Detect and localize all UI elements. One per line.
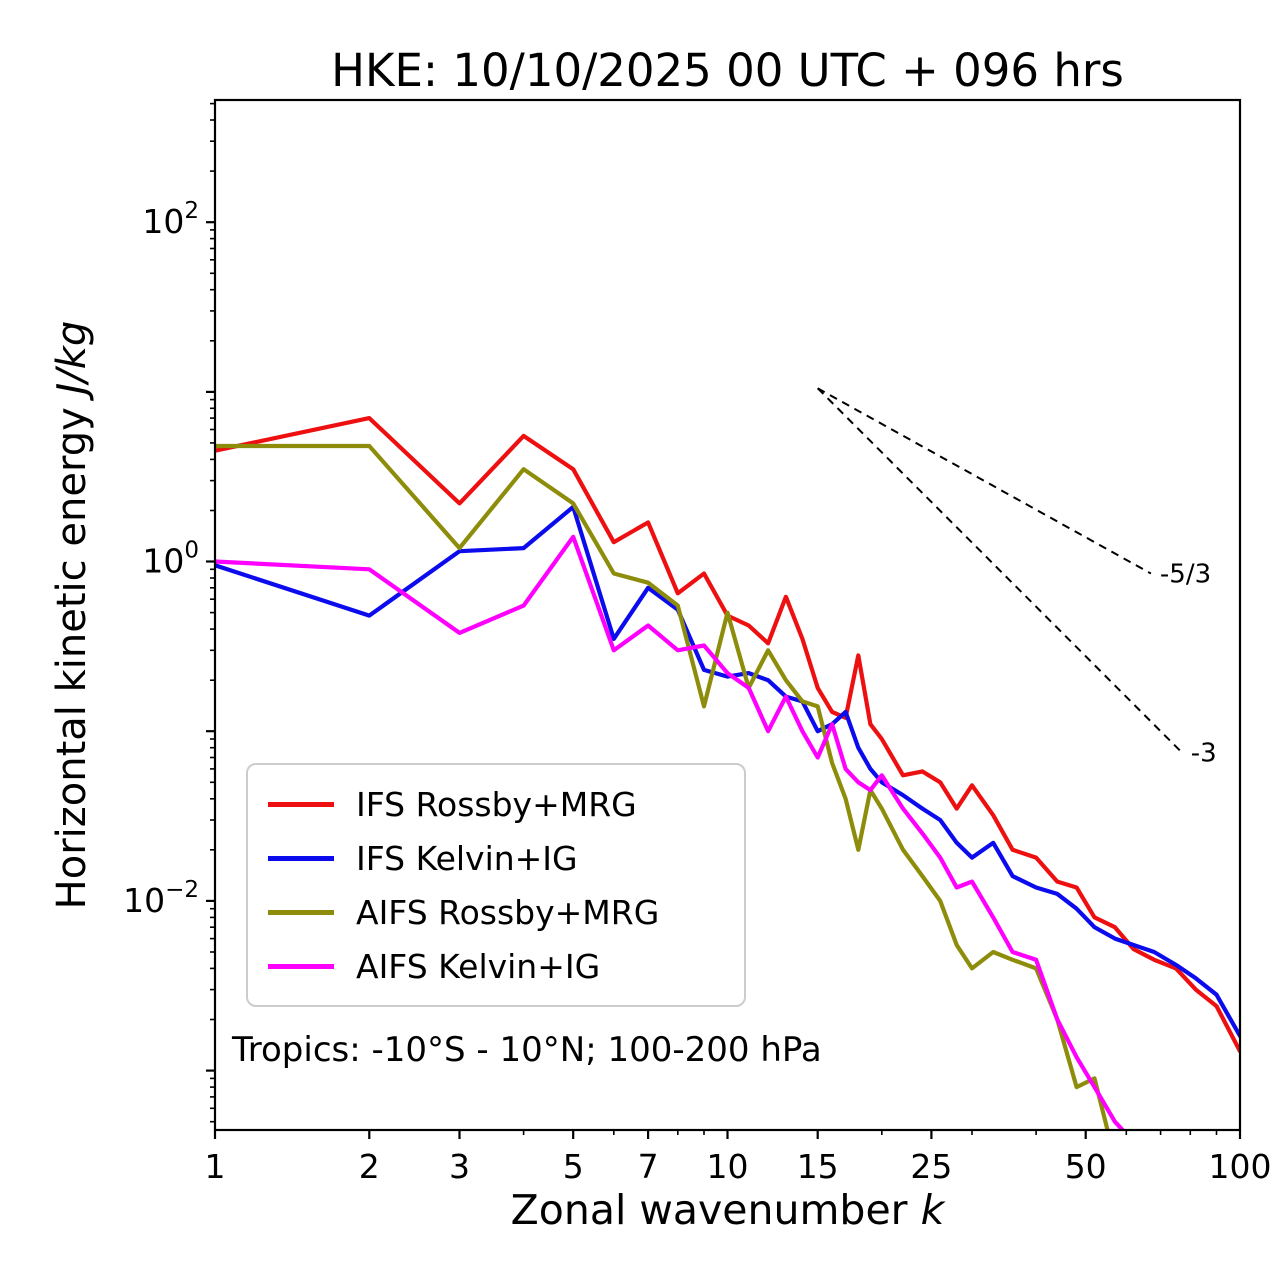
- legend-item-aifs-kelvin: AIFS Kelvin+IG: [248, 939, 744, 993]
- series-line-ifs-rossby-mrg: [215, 416, 1240, 1054]
- reference-slope-line: [816, 387, 1183, 754]
- y-tick-label: 102: [142, 198, 199, 241]
- legend-line-swatch-ifs-rossby: [268, 801, 334, 807]
- x-axis-label-text: Zonal wavenumber: [510, 1186, 921, 1234]
- x-tick-label: 5: [563, 1147, 584, 1186]
- legend-item-ifs-rossby: IFS Rossby+MRG: [248, 777, 744, 831]
- legend-line-swatch-aifs-kelvin: [268, 963, 334, 969]
- legend-label: IFS Kelvin+IG: [356, 838, 578, 878]
- legend-item-ifs-kelvin: IFS Kelvin+IG: [248, 831, 744, 885]
- reference-slope-line: [817, 387, 1152, 575]
- y-tick-label: 100: [142, 538, 199, 581]
- x-tick-label: 15: [797, 1147, 839, 1186]
- x-tick-label: 3: [449, 1147, 470, 1186]
- x-tick-label: 1: [205, 1147, 226, 1186]
- legend: IFS Rossby+MRG IFS Kelvin+IG AIFS Rossby…: [246, 763, 746, 1007]
- legend-label: IFS Rossby+MRG: [356, 784, 637, 824]
- slope-label: -3: [1191, 738, 1217, 768]
- legend-line-swatch-ifs-kelvin: [268, 855, 334, 861]
- series-group: [215, 416, 1240, 1130]
- chart-title: HKE: 10/10/2025 00 UTC + 096 hrs: [331, 44, 1124, 97]
- x-tick-label: 50: [1065, 1147, 1107, 1186]
- x-axis-label-math: k: [920, 1186, 945, 1234]
- annotation-region: Tropics: -10°S - 10°N; 100-200 hPa: [232, 1030, 822, 1070]
- x-tick-label: 7: [638, 1147, 659, 1186]
- x-tick-label: 25: [910, 1147, 952, 1186]
- series-line-aifs-rossby-mrg: [215, 443, 1110, 1130]
- slope-label: -5/3: [1160, 560, 1211, 590]
- x-tick-label: 10: [707, 1147, 749, 1186]
- series-line-ifs-kelvin-ig: [215, 504, 1240, 1039]
- legend-label: AIFS Rossby+MRG: [356, 892, 660, 932]
- series-line-aifs-kelvin-ig: [215, 534, 1126, 1130]
- legend-item-aifs-rossby: AIFS Rossby+MRG: [248, 885, 744, 939]
- legend-line-swatch-aifs-rossby: [268, 909, 334, 915]
- y-tick-label: 10−2: [123, 877, 199, 920]
- legend-label: AIFS Kelvin+IG: [356, 946, 601, 986]
- x-axis-label: Zonal wavenumber k: [215, 1186, 1240, 1234]
- x-tick-label: 2: [359, 1147, 380, 1186]
- x-tick-label: 100: [1209, 1147, 1272, 1186]
